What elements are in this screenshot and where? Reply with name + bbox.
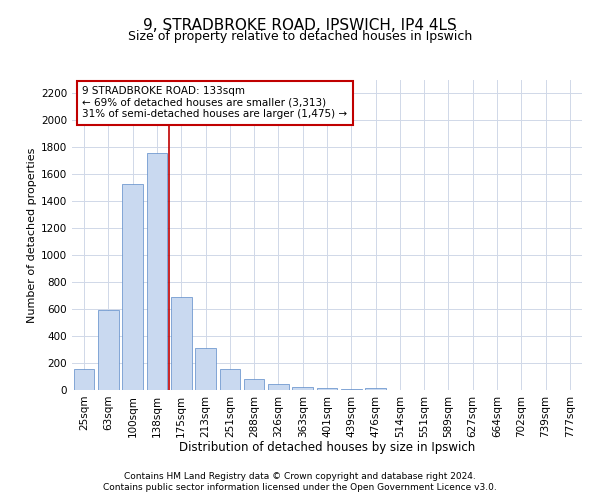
Bar xyxy=(122,184,143,390)
X-axis label: Distribution of detached houses by size in Ipswich: Distribution of detached houses by size … xyxy=(179,441,475,454)
Bar xyxy=(244,379,265,390)
Bar xyxy=(220,369,240,390)
Bar xyxy=(146,153,167,390)
Text: 9 STRADBROKE ROAD: 133sqm
← 69% of detached houses are smaller (3,313)
31% of se: 9 STRADBROKE ROAD: 133sqm ← 69% of detac… xyxy=(82,86,347,120)
Bar xyxy=(317,388,337,390)
Bar xyxy=(365,388,386,390)
Bar xyxy=(74,369,94,390)
Bar xyxy=(171,297,191,390)
Y-axis label: Number of detached properties: Number of detached properties xyxy=(27,148,37,322)
Text: Size of property relative to detached houses in Ipswich: Size of property relative to detached ho… xyxy=(128,30,472,43)
Bar xyxy=(268,384,289,390)
Bar xyxy=(292,386,313,390)
Text: 9, STRADBROKE ROAD, IPSWICH, IP4 4LS: 9, STRADBROKE ROAD, IPSWICH, IP4 4LS xyxy=(143,18,457,32)
Text: Contains public sector information licensed under the Open Government Licence v3: Contains public sector information licen… xyxy=(103,484,497,492)
Bar xyxy=(98,310,119,390)
Bar xyxy=(195,348,216,390)
Text: Contains HM Land Registry data © Crown copyright and database right 2024.: Contains HM Land Registry data © Crown c… xyxy=(124,472,476,481)
